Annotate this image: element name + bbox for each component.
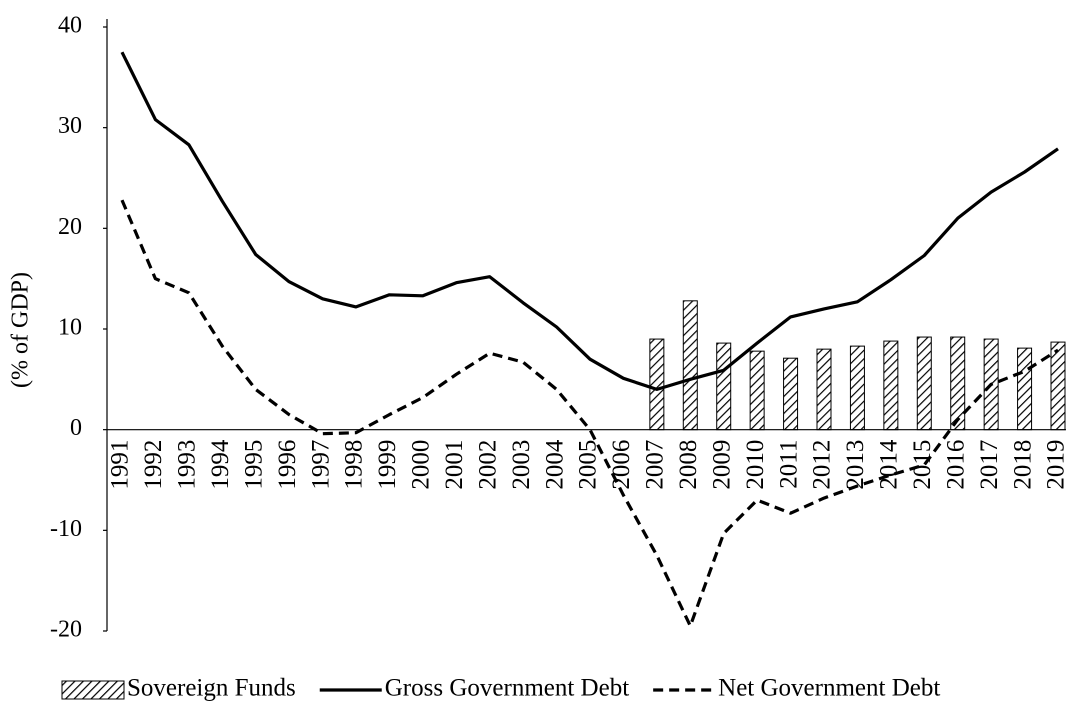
- x-tick-label: 2015: [909, 440, 936, 490]
- y-tick-label: 40: [58, 13, 82, 39]
- bar: [816, 348, 832, 431]
- bar: [682, 300, 698, 431]
- x-tick-label: 1998: [341, 440, 368, 490]
- y-axis-title: (% of GDP): [8, 272, 34, 388]
- x-tick-label: 1999: [374, 440, 401, 490]
- x-tick-label: 2017: [976, 440, 1003, 490]
- bar: [849, 345, 865, 431]
- legend-swatch: [61, 680, 125, 700]
- x-tick-label: 2007: [642, 440, 669, 490]
- x-tick-label: 1996: [274, 440, 301, 490]
- x-tick-label: 2004: [541, 439, 568, 490]
- x-tick-label: 1993: [174, 440, 201, 490]
- legend-label: Net Government Debt: [718, 675, 940, 702]
- x-tick-label: 2010: [742, 440, 769, 490]
- y-tick-label: -10: [50, 516, 82, 542]
- x-tick-label: 2005: [575, 440, 602, 490]
- y-tick-label: 30: [58, 113, 82, 139]
- bar: [1050, 341, 1066, 431]
- bar: [749, 350, 765, 431]
- x-tick-label: 2013: [842, 440, 869, 490]
- bar: [716, 342, 732, 431]
- x-tick-label: 2008: [675, 440, 702, 490]
- x-tick-label: 2003: [508, 440, 535, 490]
- bar: [883, 340, 899, 431]
- bar: [1017, 347, 1033, 431]
- x-tick-label: 1991: [107, 440, 134, 490]
- x-tick-label: 1992: [140, 440, 167, 490]
- x-tick-label: 1995: [240, 440, 267, 490]
- x-tick-label: 2016: [942, 440, 969, 490]
- x-tick-label: 2018: [1009, 440, 1036, 490]
- x-tick-label: 2002: [474, 440, 501, 490]
- legend-label: Gross Government Debt: [385, 675, 629, 702]
- x-tick-label: 2019: [1043, 440, 1066, 490]
- y-tick-label: -20: [50, 617, 82, 643]
- bar: [649, 338, 665, 431]
- legend-label: Sovereign Funds: [127, 675, 296, 702]
- x-tick-label: 2012: [809, 440, 836, 490]
- x-tick-label: 1994: [207, 439, 234, 490]
- x-tick-label: 2009: [708, 440, 735, 490]
- legend: Sovereign Funds Gross Government Debt Net …: [61, 675, 940, 702]
- bar: [783, 357, 799, 431]
- y-tick-label: 10: [58, 315, 82, 341]
- line: [120, 199, 1059, 628]
- x-tick-label: 2014: [876, 439, 903, 490]
- bar: [916, 336, 932, 431]
- x-tick-label: 2006: [608, 440, 635, 490]
- y-tick-label: 20: [58, 214, 82, 240]
- y-tick-label: 0: [70, 415, 82, 441]
- line: [120, 51, 1059, 391]
- x-tick-label: 2011: [775, 440, 802, 489]
- x-tick-label: 1997: [307, 440, 334, 490]
- x-tick-label: 2000: [408, 440, 435, 490]
- x-tick-label: 2001: [441, 440, 468, 490]
- bar: [950, 336, 966, 431]
